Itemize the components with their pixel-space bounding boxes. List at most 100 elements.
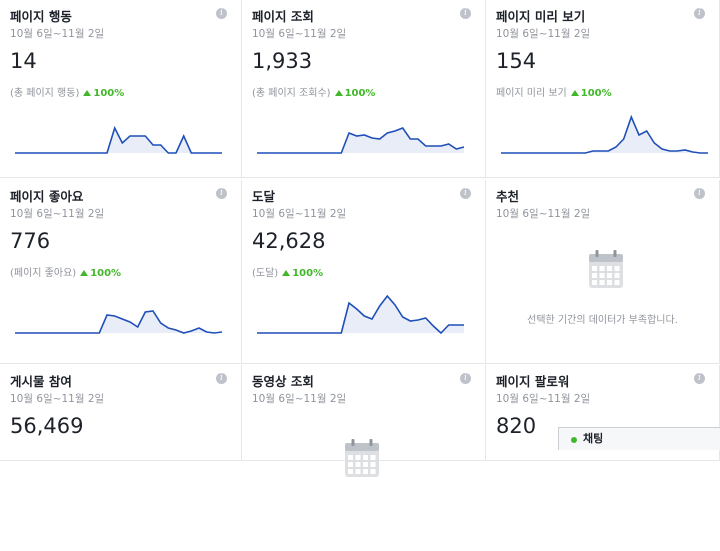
card-title: 페이지 조회: [252, 9, 314, 24]
calendar-cell: [614, 273, 620, 278]
card-body: 페이지 행동 10월 6일~11월 2일 i 14 (총 페이지 행동) 100%: [0, 6, 241, 177]
change-percent: 100%: [344, 88, 376, 99]
calendar-ring: [595, 250, 599, 257]
calendar-cell: [363, 462, 368, 467]
insight-card: 페이지 행동 10월 6일~11월 2일 i 14 (총 페이지 행동) 100%: [0, 0, 242, 178]
calendar-cell: [592, 273, 597, 278]
change-percent: 100%: [580, 88, 612, 99]
card-title: 페이지 좋아요: [10, 189, 84, 204]
card-title: 게시물 참여: [10, 374, 72, 389]
calendar-cell: [363, 469, 368, 474]
info-icon[interactable]: i: [694, 8, 705, 19]
date-range: 10월 6일~11월 2일: [10, 28, 105, 40]
date-range: 10월 6일~11월 2일: [10, 393, 105, 405]
card-body: 페이지 팔로워 10월 6일~11월 2일 i 820: [486, 371, 719, 460]
card-title: 페이지 미리 보기: [496, 9, 586, 24]
caption-text: 페이지 미리 보기: [496, 88, 567, 99]
metric-value: 56,469: [10, 414, 84, 438]
chat-label: 채팅: [583, 432, 604, 445]
sparkline-line: [501, 114, 708, 154]
insight-card: 게시물 참여 10월 6일~11월 2일 i 56,469: [0, 365, 242, 461]
insight-card: 도달 10월 6일~11월 2일 i 42,628 (도달) 100%: [242, 180, 486, 364]
calendar-cell: [355, 455, 361, 460]
caption-text: (총 페이지 조회수): [252, 88, 331, 99]
card-body: 동영상 조회 10월 6일~11월 2일 i: [242, 371, 485, 477]
calendar-cell: [607, 280, 612, 285]
calendar-cell: [370, 469, 376, 474]
info-icon[interactable]: i: [216, 188, 227, 199]
metric-caption: (도달) 100%: [252, 264, 323, 279]
card-body: 게시물 참여 10월 6일~11월 2일 i 56,469: [0, 371, 241, 460]
insight-card: 페이지 좋아요 10월 6일~11월 2일 i 776 (페이지 좋아요) 100%: [0, 180, 242, 364]
card-body: 추천 10월 6일~11월 2일 i 선택한 기간의 데이터가 부족합니다.: [486, 186, 719, 363]
online-dot: [571, 437, 577, 443]
date-range: 10월 6일~11월 2일: [496, 208, 591, 220]
up-arrow: [83, 90, 92, 96]
info-icon[interactable]: i: [694, 373, 705, 384]
up-arrow: [334, 90, 343, 96]
metric-caption: (총 페이지 행동) 100%: [10, 84, 124, 99]
change-percent: 100%: [90, 268, 122, 279]
info-icon[interactable]: i: [216, 8, 227, 19]
calendar-cell: [348, 469, 353, 474]
sparkline-line: [257, 127, 465, 154]
sparkline: [257, 127, 465, 154]
calendar-cell: [348, 462, 353, 467]
up-arrow: [80, 270, 89, 276]
calendar-body: [589, 254, 623, 288]
up-arrow: [570, 90, 579, 96]
card-body: 페이지 미리 보기 10월 6일~11월 2일 i 154 페이지 미리 보기 100%: [486, 6, 719, 177]
calendar-cell: [614, 280, 620, 285]
date-range: 10월 6일~11월 2일: [252, 208, 347, 220]
date-range: 10월 6일~11월 2일: [496, 393, 591, 405]
metric-caption: (페이지 좋아요) 100%: [10, 264, 121, 279]
info-icon[interactable]: i: [460, 188, 471, 199]
calendar-cell: [599, 266, 605, 271]
date-range: 10월 6일~11월 2일: [496, 28, 591, 40]
calendar-cell: [592, 280, 597, 285]
calendar-cell: [607, 273, 612, 278]
sparkline-line: [15, 310, 223, 334]
metric-caption: (총 페이지 조회수) 100%: [252, 84, 375, 99]
calendar-cell: [370, 455, 376, 460]
metric-caption: 페이지 미리 보기 100%: [496, 84, 612, 99]
calendar-header: [589, 254, 623, 262]
caption-text: (페이지 좋아요): [10, 268, 77, 279]
metric-value: 1,933: [252, 49, 313, 73]
insights-page: 페이지 행동 10월 6일~11월 2일 i 14 (총 페이지 행동) 100% 페이지 …: [0, 0, 720, 477]
card-body: 페이지 조회 10월 6일~11월 2일 i 1,933 (총 페이지 조회수) 100%: [242, 6, 485, 177]
date-range: 10월 6일~11월 2일: [10, 208, 105, 220]
calendar-ring: [613, 250, 617, 257]
card-body: 페이지 좋아요 10월 6일~11월 2일 i 776 (페이지 좋아요) 100%: [0, 186, 241, 363]
empty-message: 선택한 기간의 데이터가 부족합니다.: [527, 315, 678, 326]
date-range: 10월 6일~11월 2일: [252, 28, 347, 40]
sparkline-area: [501, 117, 708, 153]
info-icon[interactable]: i: [460, 8, 471, 19]
calendar-icon: [345, 439, 379, 477]
sparkline-line: [15, 125, 222, 154]
insight-card: 페이지 조회 10월 6일~11월 2일 i 1,933 (총 페이지 조회수) 100%: [242, 0, 486, 178]
info-icon[interactable]: i: [460, 373, 471, 384]
metric-value: 42,628: [252, 229, 326, 253]
info-icon[interactable]: i: [216, 373, 227, 384]
info-icon[interactable]: i: [694, 188, 705, 199]
change-percent: 100%: [93, 88, 125, 99]
sparkline: [15, 310, 223, 334]
metric-value: 14: [10, 49, 37, 73]
calendar-cell: [355, 462, 361, 467]
date-range: 10월 6일~11월 2일: [252, 393, 347, 405]
sparkline: [501, 114, 708, 154]
card-title: 페이지 행동: [10, 9, 72, 24]
card-title: 페이지 팔로워: [496, 374, 570, 389]
chat-bar[interactable]: 채팅: [558, 427, 720, 450]
calendar-cell: [348, 455, 353, 460]
sparkline-area: [15, 311, 222, 333]
calendar-ring: [351, 439, 355, 446]
metric-value: 820: [496, 414, 537, 438]
sparkline-area: [257, 128, 464, 153]
caption-text: (총 페이지 행동): [10, 88, 80, 99]
calendar-icon: [589, 250, 623, 288]
calendar-cell: [592, 266, 597, 271]
sparkline: [257, 294, 464, 335]
sparkline-line: [257, 294, 464, 335]
